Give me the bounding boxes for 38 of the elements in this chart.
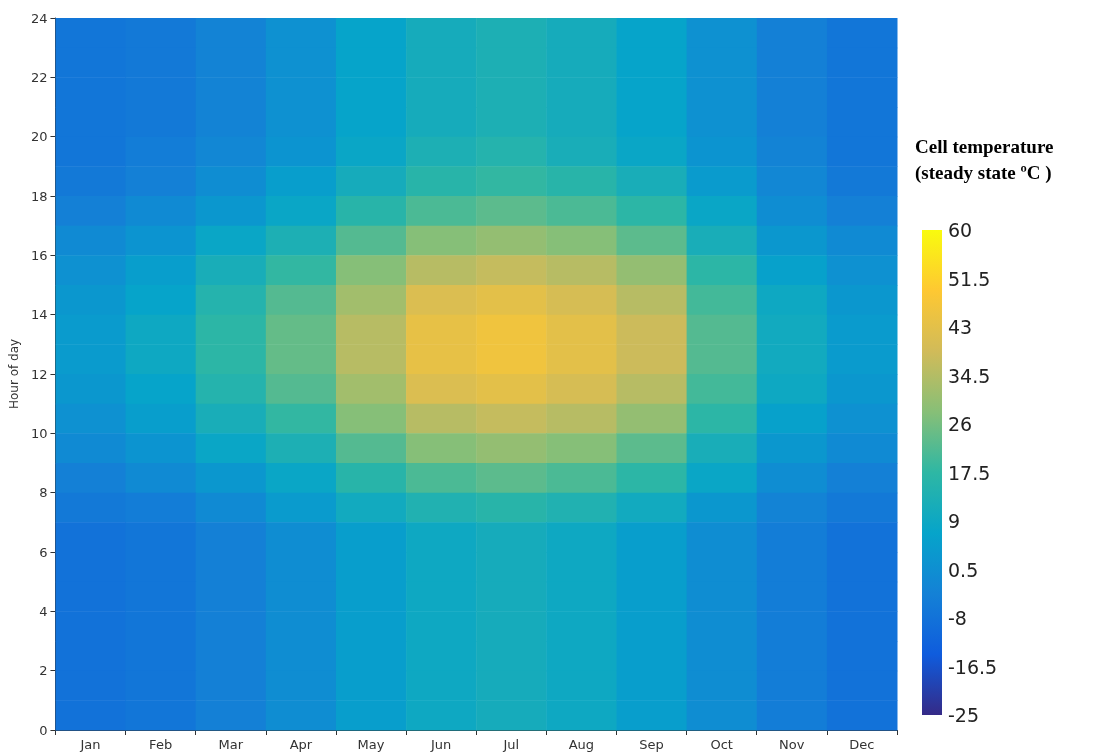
- color-bar-label: 60: [948, 219, 973, 241]
- color-bar-label: 9: [948, 510, 961, 532]
- y-tick-label: 2: [39, 663, 48, 679]
- x-tick-label: Jun: [430, 737, 452, 752]
- x-tick-label: Aug: [568, 737, 595, 752]
- y-axis-title: Hour of day: [7, 338, 21, 410]
- color-bar-label: -8: [948, 607, 967, 629]
- color-bar-label: 0.5: [948, 558, 979, 581]
- y-tick-label: 8: [39, 485, 48, 501]
- x-tick-label: Oct: [710, 737, 733, 752]
- color-bar-label: 43: [948, 316, 973, 338]
- x-tick-label: Apr: [289, 737, 313, 752]
- x-tick-label: Jul: [502, 737, 520, 752]
- y-tick-label: 10: [30, 425, 48, 441]
- x-tick-label: Sep: [639, 737, 664, 752]
- color-bar-title: Cell temperature (steady state ºC ): [915, 135, 1059, 184]
- x-tick-label: Feb: [149, 737, 173, 752]
- color-bar-label: 51.5: [948, 267, 991, 290]
- y-tick-label: 16: [30, 247, 48, 263]
- y-tick-label: 12: [30, 366, 48, 382]
- x-tick-label: May: [357, 737, 385, 752]
- y-tick-label: 4: [39, 603, 48, 619]
- color-bar-label: 34.5: [948, 364, 991, 387]
- color-bar-label: -16.5: [948, 655, 998, 678]
- y-tick-label: 24: [30, 10, 48, 26]
- y-tick-label: 14: [30, 307, 48, 323]
- y-tick-label: 6: [39, 544, 48, 560]
- x-tick-label: Nov: [779, 737, 805, 752]
- y-tick-label: 18: [30, 188, 48, 204]
- x-tick-label: Mar: [218, 737, 244, 752]
- y-tick-label: 0: [39, 722, 48, 738]
- color-bar-label: 26: [948, 413, 973, 435]
- color-bar-label: 17.5: [948, 461, 991, 484]
- y-tick-label: 20: [30, 129, 48, 145]
- color-bar-label: -25: [948, 704, 980, 726]
- y-tick-label: 22: [30, 69, 48, 85]
- x-tick-label: Dec: [849, 737, 875, 752]
- x-tick-label: Jan: [79, 737, 101, 752]
